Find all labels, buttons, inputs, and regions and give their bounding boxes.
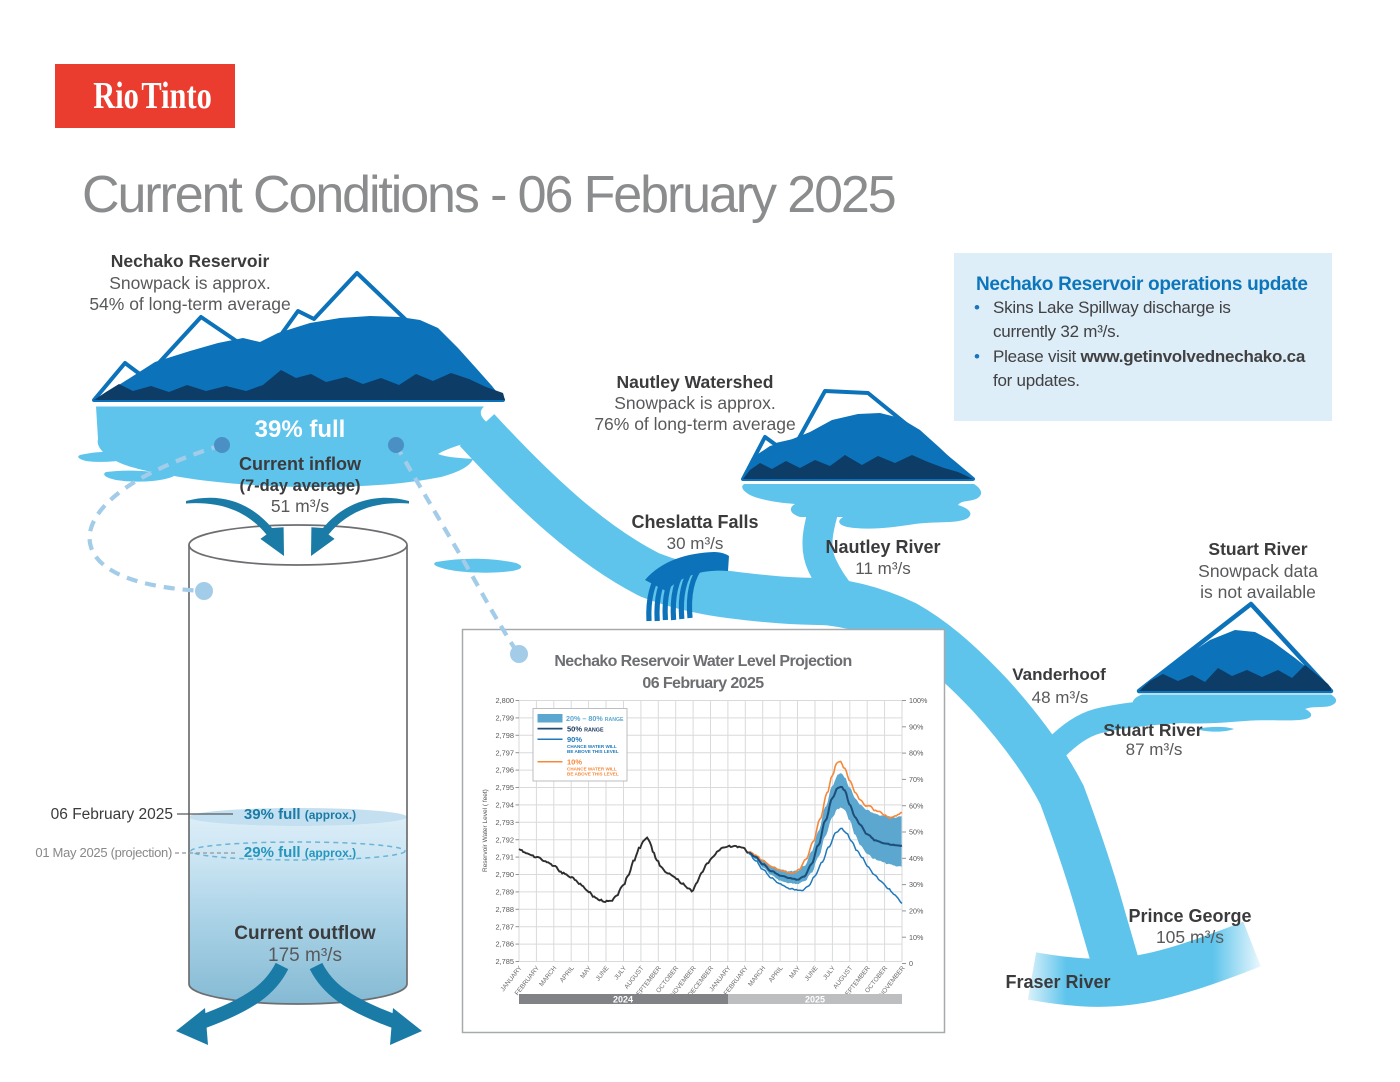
svg-text:105 m³/s: 105 m³/s — [1156, 927, 1224, 947]
svg-text:90%: 90% — [909, 722, 924, 731]
svg-text:90%: 90% — [567, 735, 582, 744]
svg-text:60%: 60% — [909, 801, 924, 810]
svg-text:2,795: 2,795 — [496, 783, 515, 792]
svg-text:CHANCE WATER WILL: CHANCE WATER WILL — [567, 744, 617, 749]
svg-text:51 m³/s: 51 m³/s — [271, 496, 330, 516]
svg-text:20%: 20% — [909, 907, 924, 916]
svg-text:2024: 2024 — [613, 995, 633, 1005]
svg-text:CHANCE WATER WILL: CHANCE WATER WILL — [567, 767, 617, 772]
svg-text:Prince George: Prince George — [1128, 906, 1251, 926]
svg-text:2,785: 2,785 — [496, 957, 515, 966]
svg-text:Nechako Reservoir: Nechako Reservoir — [111, 251, 270, 271]
svg-text:48 m³/s: 48 m³/s — [1032, 688, 1089, 707]
svg-text:Rio Tinto: Rio Tinto — [93, 75, 212, 117]
svg-text:100%: 100% — [909, 696, 928, 705]
svg-text:11 m³/s: 11 m³/s — [855, 559, 910, 578]
svg-text:Nechako Reservoir operations u: Nechako Reservoir operations update — [976, 274, 1308, 295]
svg-text:Current outflow: Current outflow — [234, 923, 376, 944]
svg-text:2,800: 2,800 — [496, 696, 515, 705]
svg-text:currently 32 m³/s.: currently 32 m³/s. — [993, 322, 1120, 341]
svg-text:BE ABOVE THIS LEVEL: BE ABOVE THIS LEVEL — [567, 749, 619, 754]
svg-text:70%: 70% — [909, 775, 924, 784]
svg-text:2,786: 2,786 — [496, 940, 515, 949]
svg-text:2,793: 2,793 — [496, 818, 515, 827]
svg-text:Current inflow: Current inflow — [239, 454, 362, 474]
svg-text:30 m³/s: 30 m³/s — [667, 534, 724, 553]
svg-text:Nautley River: Nautley River — [825, 537, 940, 557]
svg-text:BE ABOVE THIS LEVEL: BE ABOVE THIS LEVEL — [567, 772, 619, 777]
svg-text:Stuart River: Stuart River — [1103, 720, 1202, 740]
svg-text:2,788: 2,788 — [496, 905, 515, 914]
svg-text:2,798: 2,798 — [496, 731, 515, 740]
svg-text:06 February 2025: 06 February 2025 — [642, 675, 764, 692]
svg-text:2,797: 2,797 — [496, 748, 515, 757]
svg-text:0: 0 — [909, 959, 913, 968]
svg-text:54% of long-term average: 54% of long-term average — [89, 294, 290, 314]
svg-text:20% – 80% RANGE: 20% – 80% RANGE — [566, 714, 624, 723]
svg-text:Nechako Reservoir Water Level: Nechako Reservoir Water Level Projection — [554, 653, 851, 670]
svg-text:50%: 50% — [909, 828, 924, 837]
svg-text:39% full (approx.): 39% full (approx.) — [244, 806, 356, 823]
svg-text:for updates.: for updates. — [993, 371, 1080, 390]
svg-text:2,794: 2,794 — [496, 801, 515, 810]
svg-text:87 m³/s: 87 m³/s — [1126, 740, 1183, 759]
svg-text:Fraser River: Fraser River — [1005, 972, 1110, 992]
svg-text:50% RANGE: 50% RANGE — [567, 725, 604, 734]
svg-text:Please visit www.getinvolvedne: Please visit www.getinvolvednechako.ca — [993, 347, 1306, 366]
svg-text:39% full: 39% full — [255, 416, 346, 443]
svg-text:Nautley Watershed: Nautley Watershed — [617, 372, 774, 392]
svg-text:76% of long-term average: 76% of long-term average — [594, 414, 795, 434]
svg-text:01 May 2025 (projection): 01 May 2025 (projection) — [35, 845, 172, 860]
svg-text:10%: 10% — [567, 758, 582, 767]
svg-text:40%: 40% — [909, 854, 924, 863]
svg-text:is not available: is not available — [1200, 582, 1316, 602]
svg-text:Snowpack data: Snowpack data — [1198, 561, 1318, 581]
svg-text:Stuart River: Stuart River — [1208, 539, 1307, 559]
svg-text:2,792: 2,792 — [496, 835, 515, 844]
svg-text:2025: 2025 — [805, 995, 825, 1005]
svg-text:2,799: 2,799 — [496, 714, 515, 723]
svg-text:Skins Lake Spillway discharge: Skins Lake Spillway discharge is — [993, 298, 1231, 317]
svg-text:06 February 2025: 06 February 2025 — [51, 806, 173, 823]
svg-text:•: • — [974, 347, 980, 366]
svg-text:Snowpack is approx.: Snowpack is approx. — [109, 273, 270, 293]
svg-text:•: • — [974, 298, 980, 317]
svg-text:Reservoir Water Level ( feet): Reservoir Water Level ( feet) — [482, 789, 489, 872]
svg-text:2,796: 2,796 — [496, 766, 515, 775]
svg-text:2,790: 2,790 — [496, 870, 515, 879]
svg-text:10%: 10% — [909, 933, 924, 942]
svg-text:Vanderhoof: Vanderhoof — [1012, 665, 1106, 684]
svg-text:Snowpack is approx.: Snowpack is approx. — [614, 393, 775, 413]
svg-text:29% full (approx.): 29% full (approx.) — [244, 844, 356, 861]
svg-text:2,787: 2,787 — [496, 922, 515, 931]
svg-text:175 m³/s: 175 m³/s — [268, 945, 342, 966]
svg-text:80%: 80% — [909, 749, 924, 758]
svg-text:Cheslatta Falls: Cheslatta Falls — [631, 512, 758, 532]
svg-text:(7-day average): (7-day average) — [239, 477, 360, 495]
svg-text:2,791: 2,791 — [496, 853, 515, 862]
svg-text:Current Conditions - 06 Februa: Current Conditions - 06 February 2025 — [82, 166, 895, 224]
svg-text:2,789: 2,789 — [496, 888, 515, 897]
svg-text:30%: 30% — [909, 880, 924, 889]
